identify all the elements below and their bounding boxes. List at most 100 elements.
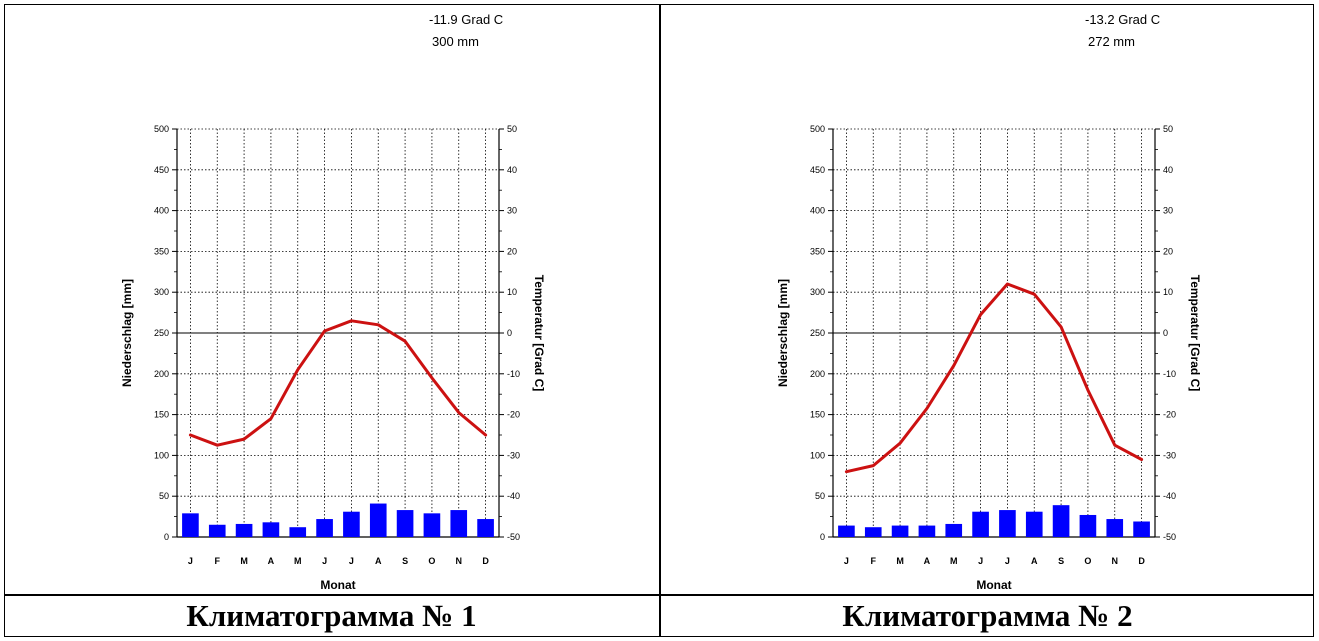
precipitation-bar xyxy=(1133,521,1150,537)
right-tick-label: 0 xyxy=(1163,328,1168,338)
month-label: A xyxy=(924,556,931,566)
month-label: S xyxy=(1058,556,1064,566)
precipitation-bar xyxy=(208,524,226,537)
precipitation-bar xyxy=(289,527,307,537)
left-tick-label: 500 xyxy=(810,124,825,134)
annotation-mean-temperature: -11.9 Grad C xyxy=(429,12,503,27)
x-axis-title: Monat xyxy=(976,578,1011,592)
left-tick-label: 100 xyxy=(810,450,825,460)
precipitation-bar xyxy=(945,523,963,537)
right-tick-label: -20 xyxy=(507,410,520,420)
left-tick-label: 450 xyxy=(810,165,825,175)
month-label: M xyxy=(896,556,904,566)
table-divider-horizontal xyxy=(4,594,1314,596)
left-tick-label: 0 xyxy=(820,532,825,542)
chart-1-caption: Климатограмма № 1 xyxy=(186,598,477,633)
annotation-mean-temperature: -13.2 Grad C xyxy=(1085,12,1160,27)
right-tick-label: -10 xyxy=(507,369,520,379)
left-tick-label: 100 xyxy=(154,450,169,460)
month-label: D xyxy=(482,556,489,566)
month-label: M xyxy=(240,556,248,566)
precipitation-bar xyxy=(316,519,333,537)
annotation-total-precipitation: 272 mm xyxy=(1088,34,1135,49)
left-tick-label: 150 xyxy=(810,410,825,420)
left-tick-label: 400 xyxy=(810,206,825,216)
month-label: S xyxy=(402,556,408,566)
left-tick-label: 200 xyxy=(810,369,825,379)
right-axis-title: Temperatur [Grad C] xyxy=(1188,275,1202,391)
month-label: J xyxy=(322,556,327,566)
right-tick-label: 30 xyxy=(1163,206,1173,216)
precipitation-bar xyxy=(1052,505,1070,537)
month-label: A xyxy=(375,556,382,566)
precipitation-bar xyxy=(369,503,387,537)
left-tick-label: 0 xyxy=(164,532,169,542)
climate-chart-1: -11.9 Grad C 300 mm 0 50 100 150 200 250 300 350 4… xyxy=(4,4,659,594)
month-label: D xyxy=(1138,556,1145,566)
month-label: O xyxy=(428,556,435,566)
table-divider-vertical xyxy=(659,4,661,637)
right-axis-title: Temperatur [Grad C] xyxy=(532,275,546,391)
precipitation-bar xyxy=(343,511,360,537)
precipitation-bar xyxy=(235,523,253,537)
left-tick-label: 150 xyxy=(154,410,169,420)
left-tick-label: 500 xyxy=(154,124,169,134)
left-axis-title: Niederschlag [mm] xyxy=(120,279,134,387)
month-label: J xyxy=(1005,556,1010,566)
precipitation-bar xyxy=(838,525,855,537)
left-tick-label: 450 xyxy=(154,165,169,175)
right-tick-label: -20 xyxy=(1163,410,1176,420)
right-tick-label: -40 xyxy=(1163,491,1176,501)
right-tick-label: 50 xyxy=(507,124,517,134)
month-label: J xyxy=(188,556,193,566)
left-tick-label: 250 xyxy=(154,328,169,338)
left-tick-label: 50 xyxy=(815,491,825,501)
month-label: J xyxy=(844,556,849,566)
x-axis-title: Monat xyxy=(320,578,355,592)
precipitation-bar xyxy=(450,510,468,537)
precipitation-bar xyxy=(864,527,882,537)
climate-chart-2: -13.2 Grad C 272 mm 0 50 100 150 200 250 300 350 4… xyxy=(660,4,1315,594)
right-tick-label: 0 xyxy=(507,328,512,338)
right-tick-label: 40 xyxy=(507,165,517,175)
right-tick-label: 10 xyxy=(1163,287,1173,297)
precipitation-bar xyxy=(182,513,199,537)
temperature-line xyxy=(844,282,1144,474)
temperature-line xyxy=(188,319,488,447)
precipitation-bar xyxy=(1025,511,1043,537)
right-tick-label: -30 xyxy=(1163,450,1176,460)
precipitation-bar xyxy=(262,522,280,537)
month-label: M xyxy=(950,556,958,566)
month-label: N xyxy=(456,556,463,566)
precipitation-bar xyxy=(477,519,494,537)
right-tick-label: 50 xyxy=(1163,124,1173,134)
right-tick-label: -50 xyxy=(1163,532,1176,542)
left-tick-label: 350 xyxy=(810,246,825,256)
precipitation-bar xyxy=(918,525,936,537)
right-tick-label: 10 xyxy=(507,287,517,297)
precipitation-bar xyxy=(1106,519,1124,537)
right-tick-label: -50 xyxy=(507,532,520,542)
chart-2-caption: Климатограмма № 2 xyxy=(842,598,1133,633)
precipitation-bar xyxy=(423,513,441,537)
right-tick-label: 30 xyxy=(507,206,517,216)
left-tick-label: 400 xyxy=(154,206,169,216)
right-tick-label: -40 xyxy=(507,491,520,501)
month-label: F xyxy=(871,556,877,566)
month-label: J xyxy=(978,556,983,566)
precipitation-bar xyxy=(1079,514,1097,537)
left-tick-label: 350 xyxy=(154,246,169,256)
right-tick-label: -30 xyxy=(507,450,520,460)
precipitation-bar xyxy=(396,510,414,537)
month-label: A xyxy=(268,556,275,566)
left-tick-label: 250 xyxy=(810,328,825,338)
month-label: F xyxy=(215,556,221,566)
precipitation-bar xyxy=(891,525,909,537)
month-label: M xyxy=(294,556,302,566)
left-axis-title: Niederschlag [mm] xyxy=(776,279,790,387)
month-label: A xyxy=(1031,556,1038,566)
right-tick-label: 20 xyxy=(507,246,517,256)
month-label: J xyxy=(349,556,354,566)
